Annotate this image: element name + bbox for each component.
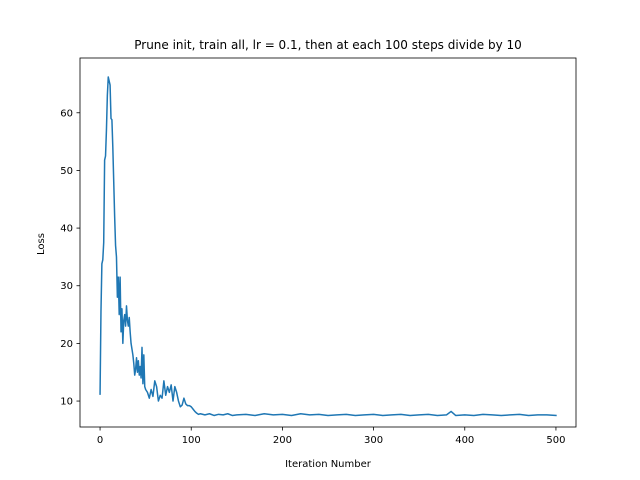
y-tick-label: 10 xyxy=(60,397,73,408)
x-tick-label: 300 xyxy=(364,435,383,446)
x-tick-label: 100 xyxy=(182,435,201,446)
x-tick-label: 200 xyxy=(273,435,292,446)
x-tick-label: 0 xyxy=(97,435,103,446)
y-tick-label: 50 xyxy=(60,166,73,177)
y-tick-label: 20 xyxy=(60,339,73,350)
y-tick-label: 30 xyxy=(60,281,73,292)
y-axis-label: Loss xyxy=(36,233,47,255)
y-tick-label: 40 xyxy=(60,224,73,235)
x-tick-label: 500 xyxy=(546,435,565,446)
x-axis-label: Iteration Number xyxy=(285,459,372,470)
y-tick-label: 60 xyxy=(60,108,73,119)
x-tick-label: 400 xyxy=(455,435,474,446)
chart-title: Prune init, train all, lr = 0.1, then at… xyxy=(134,38,522,52)
